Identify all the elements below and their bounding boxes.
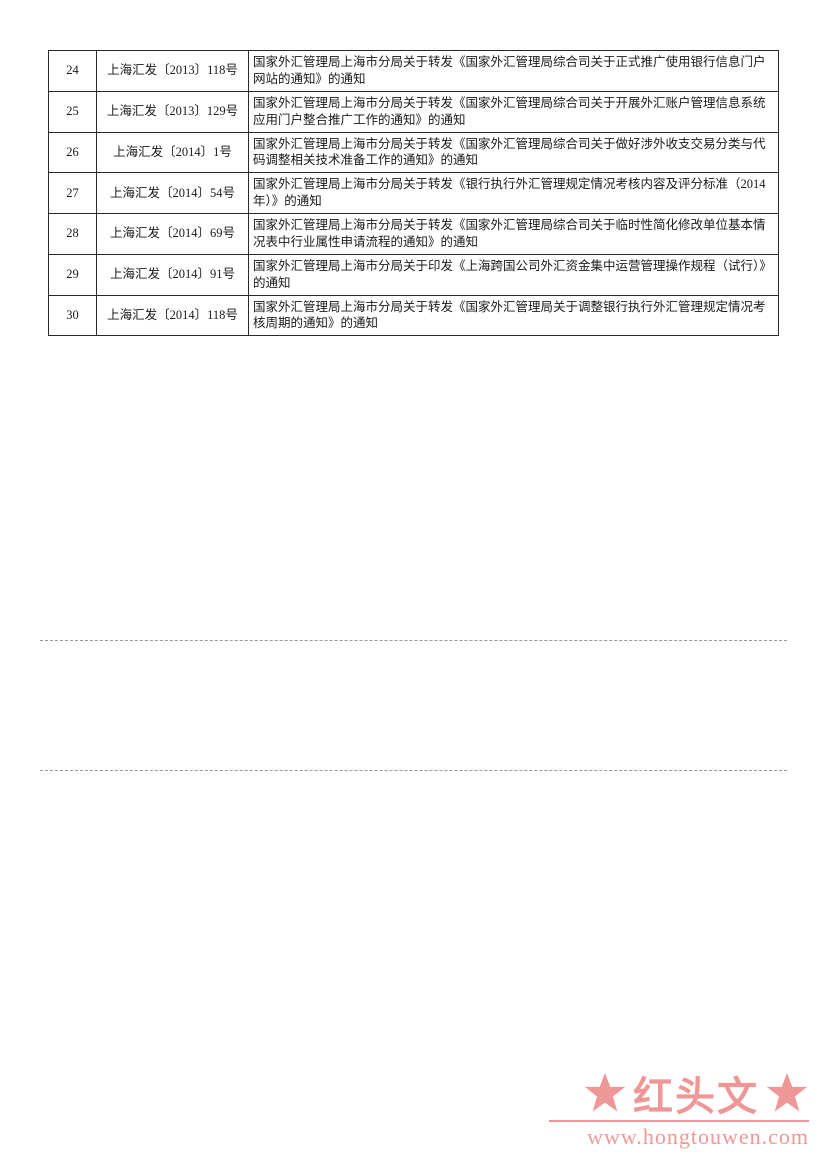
star-icon: [583, 1071, 627, 1115]
row-title: 国家外汇管理局上海市分局关于转发《国家外汇管理局综合司关于做好涉外收支交易分类与…: [249, 132, 779, 173]
watermark: 红头文 www.hongtouwen.com: [549, 1064, 809, 1150]
row-title: 国家外汇管理局上海市分局关于转发《国家外汇管理局综合司关于开展外汇账户管理信息系…: [249, 91, 779, 132]
row-index: 26: [49, 132, 97, 173]
row-docnum: 上海汇发〔2014〕54号: [97, 173, 249, 214]
watermark-top-row: 红头文: [549, 1064, 809, 1122]
row-title: 国家外汇管理局上海市分局关于转发《国家外汇管理局综合司关于正式推广使用银行信息门…: [249, 51, 779, 92]
row-index: 30: [49, 295, 97, 336]
row-docnum: 上海汇发〔2014〕1号: [97, 132, 249, 173]
table-row: 25 上海汇发〔2013〕129号 国家外汇管理局上海市分局关于转发《国家外汇管…: [49, 91, 779, 132]
table-row: 26 上海汇发〔2014〕1号 国家外汇管理局上海市分局关于转发《国家外汇管理局…: [49, 132, 779, 173]
page-separator: [40, 640, 787, 641]
table-row: 27 上海汇发〔2014〕54号 国家外汇管理局上海市分局关于转发《银行执行外汇…: [49, 173, 779, 214]
row-title: 国家外汇管理局上海市分局关于转发《银行执行外汇管理规定情况考核内容及评分标准（2…: [249, 173, 779, 214]
row-index: 25: [49, 91, 97, 132]
star-icon: [765, 1071, 809, 1115]
row-docnum: 上海汇发〔2014〕91号: [97, 254, 249, 295]
row-index: 29: [49, 254, 97, 295]
watermark-text: 红头文: [633, 1064, 759, 1122]
row-index: 24: [49, 51, 97, 92]
row-docnum: 上海汇发〔2013〕118号: [97, 51, 249, 92]
row-docnum: 上海汇发〔2014〕118号: [97, 295, 249, 336]
row-title: 国家外汇管理局上海市分局关于转发《国家外汇管理局综合司关于临时性简化修改单位基本…: [249, 214, 779, 255]
page-separator: [40, 770, 787, 771]
table-row: 29 上海汇发〔2014〕91号 国家外汇管理局上海市分局关于印发《上海跨国公司…: [49, 254, 779, 295]
document-table: 24 上海汇发〔2013〕118号 国家外汇管理局上海市分局关于转发《国家外汇管…: [48, 50, 779, 336]
row-index: 28: [49, 214, 97, 255]
watermark-url: www.hongtouwen.com: [549, 1124, 809, 1150]
row-title: 国家外汇管理局上海市分局关于印发《上海跨国公司外汇资金集中运营管理操作规程（试行…: [249, 254, 779, 295]
row-title: 国家外汇管理局上海市分局关于转发《国家外汇管理局关于调整银行执行外汇管理规定情况…: [249, 295, 779, 336]
table-row: 30 上海汇发〔2014〕118号 国家外汇管理局上海市分局关于转发《国家外汇管…: [49, 295, 779, 336]
row-index: 27: [49, 173, 97, 214]
row-docnum: 上海汇发〔2014〕69号: [97, 214, 249, 255]
row-docnum: 上海汇发〔2013〕129号: [97, 91, 249, 132]
table-body: 24 上海汇发〔2013〕118号 国家外汇管理局上海市分局关于转发《国家外汇管…: [49, 51, 779, 336]
table-row: 28 上海汇发〔2014〕69号 国家外汇管理局上海市分局关于转发《国家外汇管理…: [49, 214, 779, 255]
table-row: 24 上海汇发〔2013〕118号 国家外汇管理局上海市分局关于转发《国家外汇管…: [49, 51, 779, 92]
